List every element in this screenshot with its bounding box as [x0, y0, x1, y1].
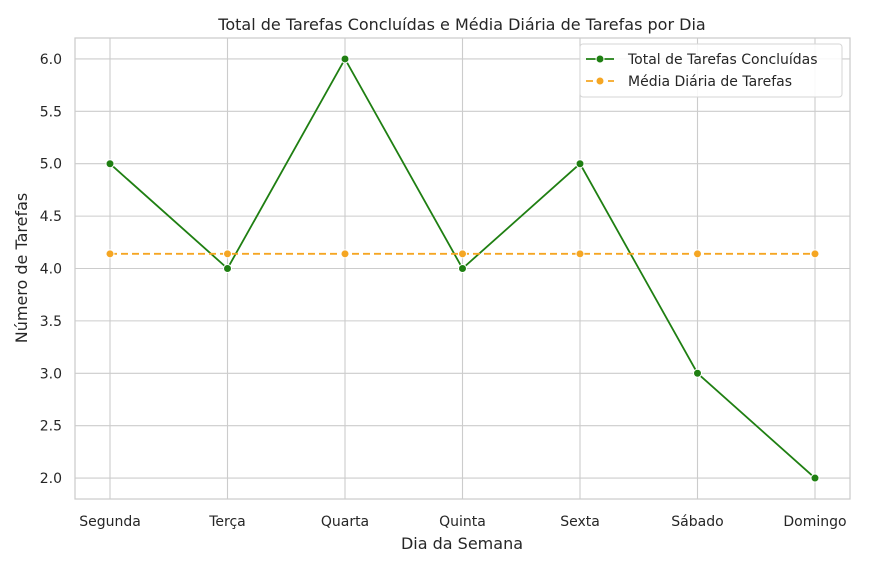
data-point	[693, 249, 702, 259]
y-tick-label: 3.5	[40, 314, 62, 330]
y-axis-ticks: 2.0 2.5 3.0 3.5 4.0 4.5 5.0 5.5 6.0	[40, 52, 62, 487]
y-tick-label: 5.5	[40, 104, 62, 120]
series-layer	[105, 54, 820, 483]
data-point	[223, 264, 232, 273]
data-point	[458, 264, 467, 273]
x-tick-label: Segunda	[79, 514, 141, 530]
y-tick-label: 2.0	[40, 471, 62, 487]
chart-title: Total de Tarefas Concluídas e Média Diár…	[217, 15, 705, 34]
legend-marker-2	[595, 76, 605, 86]
y-tick-label: 4.5	[40, 209, 62, 225]
x-tick-label: Quinta	[439, 514, 486, 530]
y-tick-label: 2.5	[40, 419, 62, 435]
x-tick-label: Sexta	[560, 514, 600, 530]
x-tick-label: Sábado	[671, 514, 723, 530]
y-tick-label: 5.0	[40, 157, 62, 173]
legend-label-1: Total de Tarefas Concluídas	[627, 52, 818, 68]
legend-label-2: Média Diária de Tarefas	[628, 74, 792, 90]
data-point	[340, 54, 350, 64]
y-tick-label: 6.0	[40, 52, 62, 68]
data-point	[105, 249, 115, 259]
x-tick-label: Quarta	[321, 514, 369, 530]
x-axis-label: Dia da Semana	[401, 534, 523, 553]
y-tick-label: 4.0	[40, 262, 62, 278]
data-point	[223, 249, 232, 259]
data-point	[458, 249, 467, 259]
data-point	[693, 368, 702, 378]
x-axis-ticks: Segunda Terça Quarta Quinta Sexta Sábado Domin…	[79, 514, 846, 530]
x-tick-label: Domingo	[783, 514, 846, 530]
legend-marker-1	[595, 54, 605, 64]
legend-box	[579, 43, 843, 98]
legend: Total de Tarefas Concluídas Média Diária …	[579, 43, 843, 98]
data-point	[810, 473, 820, 483]
grid-lines	[75, 38, 850, 499]
data-point	[575, 159, 585, 169]
data-point	[105, 159, 115, 169]
y-tick-label: 3.0	[40, 366, 62, 382]
data-point	[575, 249, 585, 259]
x-tick-label: Terça	[208, 514, 246, 530]
data-point	[340, 249, 350, 259]
y-axis-label: Número de Tarefas	[12, 193, 31, 344]
data-point	[810, 249, 820, 259]
